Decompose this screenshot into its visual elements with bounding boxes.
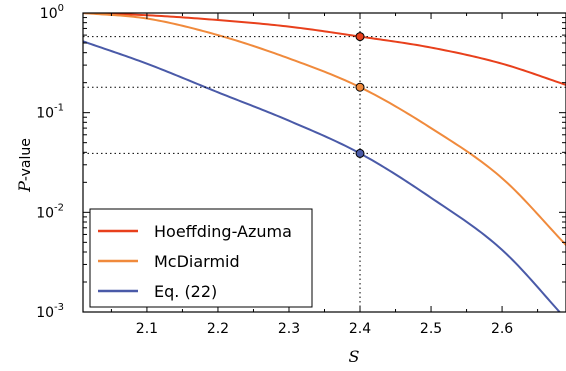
x-tick-label: 2.1 bbox=[136, 321, 158, 337]
series-line-mcdiarmid bbox=[83, 13, 566, 246]
legend: Hoeffding-Azuma McDiarmid Eq. (22) bbox=[89, 208, 313, 308]
series-markers bbox=[355, 32, 365, 158]
y-tick-label: 10-2 bbox=[36, 202, 64, 221]
marker-eq-22 bbox=[355, 148, 365, 158]
y-axis-label: P-value bbox=[15, 138, 34, 193]
x-axis-label: S bbox=[349, 347, 360, 366]
legend-label-eq-22: Eq. (22) bbox=[154, 282, 217, 301]
y-tick-label: 10-1 bbox=[36, 103, 64, 122]
reference-lines bbox=[83, 13, 566, 312]
series-line-eq-22 bbox=[83, 40, 561, 312]
y-tick-label: 10-3 bbox=[36, 302, 64, 321]
marker-hoeffding-azuma bbox=[355, 32, 365, 42]
x-tick-label: 2.4 bbox=[349, 321, 371, 337]
series-lines bbox=[83, 13, 566, 312]
x-tick-label: 2.3 bbox=[278, 321, 300, 337]
axis-ticks: 2.1 2.2 2.3 2.4 2.5 2.6 100 10-1 10-2 10-3 bbox=[36, 3, 566, 337]
legend-label-hoeffding-azuma: Hoeffding-Azuma bbox=[154, 222, 292, 241]
x-tick-label: 2.5 bbox=[420, 321, 442, 337]
legend-label-mcdiarmid: McDiarmid bbox=[154, 252, 240, 271]
series-line-hoeffding-azuma bbox=[83, 13, 566, 86]
marker-mcdiarmid bbox=[355, 82, 365, 92]
y-tick-label: 100 bbox=[40, 3, 64, 22]
x-tick-label: 2.2 bbox=[207, 321, 229, 337]
x-tick-label: 2.6 bbox=[491, 321, 513, 337]
